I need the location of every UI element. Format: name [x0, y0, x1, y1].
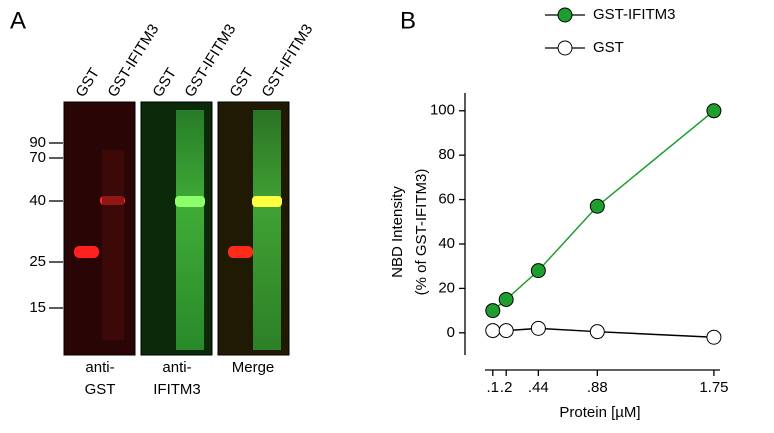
point — [589, 198, 605, 214]
point — [530, 263, 546, 279]
blot-label: anti- — [85, 359, 114, 376]
point — [485, 303, 501, 319]
blot-label: Merge — [232, 359, 275, 376]
point — [498, 291, 514, 307]
mw-label: 25 — [29, 253, 46, 270]
panel-letter: A — [10, 7, 26, 34]
smear — [253, 110, 281, 350]
blot-label: GST — [85, 381, 116, 398]
x-tick-label: .88 — [587, 379, 608, 396]
legend-label: GST-IFITM3 — [593, 6, 676, 23]
point — [485, 323, 501, 339]
point — [498, 323, 514, 339]
x-tick-label: .1 — [487, 379, 500, 396]
y-tick-label: 100 — [430, 102, 455, 119]
blot-label: IFITM3 — [153, 381, 201, 398]
lane-label: GST-IFITM3 — [258, 21, 316, 100]
y-tick-label: 80 — [438, 146, 455, 163]
legend-marker — [557, 7, 573, 23]
y-tick-label: 60 — [438, 191, 455, 208]
y-axis-label: (% of GST-IFITM3) — [413, 169, 430, 296]
smear — [102, 150, 124, 340]
panel-letter: B — [400, 7, 416, 34]
blot-label: anti- — [162, 359, 191, 376]
legend-marker — [557, 40, 573, 56]
y-tick-label: 20 — [438, 279, 455, 296]
mw-label: 40 — [29, 192, 46, 209]
legend-label: GST — [593, 39, 624, 56]
y-tick-label: 40 — [438, 235, 455, 252]
point — [530, 320, 546, 336]
x-axis-label: Protein [µM] — [559, 404, 640, 421]
lane-label: GST — [72, 65, 103, 100]
x-tick-label: .2 — [500, 379, 513, 396]
mw-label: 15 — [29, 299, 46, 316]
band — [175, 196, 205, 207]
blot-red — [63, 101, 136, 356]
mw-label: 70 — [29, 149, 46, 166]
band — [252, 196, 282, 207]
band — [228, 246, 253, 258]
x-tick-label: 1.75 — [699, 379, 728, 396]
point — [706, 329, 722, 345]
y-tick-label: 0 — [447, 324, 455, 341]
point — [706, 103, 722, 119]
smear — [176, 110, 204, 350]
band — [74, 246, 99, 258]
lane-label: GST — [149, 65, 180, 100]
y-axis-label: NBD Intensity — [389, 186, 406, 278]
blots — [63, 101, 290, 356]
lane-label: GST — [226, 65, 257, 100]
point — [589, 324, 605, 340]
mw-label: 90 — [29, 134, 46, 151]
x-tick-label: .44 — [528, 379, 549, 396]
